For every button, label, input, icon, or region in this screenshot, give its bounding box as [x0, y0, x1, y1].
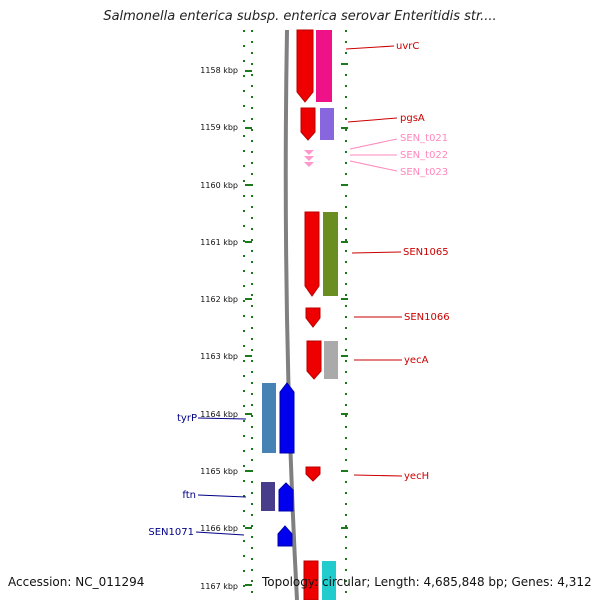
- cog-block-uvrC: [316, 30, 332, 102]
- ruler-label: 1165 kbp: [200, 467, 238, 476]
- cog-block-ftn: [261, 482, 275, 511]
- ruler-label: 1166 kbp: [200, 524, 238, 533]
- gene-label-tyrP[interactable]: tyrP: [177, 413, 197, 424]
- gene-SEN1065-forward[interactable]: [304, 211, 320, 297]
- gene-yecA-forward[interactable]: [306, 340, 322, 380]
- ruler-tick: [245, 470, 252, 472]
- ruler-tick: [245, 298, 252, 300]
- ruler-ticks: [245, 70, 252, 586]
- cog-block-bottom: [322, 561, 336, 600]
- ruler-label: 1162 kbp: [200, 295, 238, 304]
- map-title: Salmonella enterica subsp. enterica sero…: [103, 9, 497, 24]
- ruler-tick: [245, 527, 252, 529]
- leader-ftn: [197, 494, 247, 498]
- ruler-label: 1159 kbp: [200, 123, 238, 132]
- ruler-tick: [245, 241, 252, 243]
- ruler-label: 1160 kbp: [200, 181, 238, 190]
- ruler-tick: [245, 355, 252, 357]
- ruler-tick: [245, 127, 252, 129]
- gene-ftn-reverse[interactable]: [278, 482, 294, 512]
- gene-pgsA-forward[interactable]: [300, 107, 316, 141]
- cog-block-pgsA: [320, 108, 334, 140]
- ruler-tick: [245, 70, 252, 72]
- cog-block-SEN1065: [323, 212, 338, 296]
- ruler-label: 1167 kbp: [200, 582, 238, 591]
- cog-block-yecA: [324, 341, 338, 379]
- gene-yecH-forward[interactable]: [305, 466, 321, 482]
- gene-label-SEN1071[interactable]: SEN1071: [148, 527, 194, 538]
- gene-SEN1071-reverse[interactable]: [277, 525, 293, 547]
- leader-pgsA: [347, 117, 398, 123]
- leader-uvrC: [345, 45, 395, 50]
- leader-SEN_t021: [349, 138, 398, 150]
- gene-bottom-forward[interactable]: [303, 560, 319, 600]
- gene-tyrP-reverse[interactable]: [279, 382, 295, 454]
- gene-label-yecH[interactable]: yecH: [404, 471, 429, 482]
- gene-label-SEN1066[interactable]: SEN1066: [404, 312, 450, 323]
- leader-yecH: [353, 474, 403, 477]
- leader-SEN1065: [351, 251, 402, 254]
- ruler-label: 1163 kbp: [200, 352, 238, 361]
- right-ruler-ticks: [341, 63, 348, 529]
- gene-label-yecA[interactable]: yecA: [404, 355, 429, 366]
- accession-text: Accession: NC_011294: [8, 575, 145, 589]
- topology-text: Topology: circular; Length: 4,685,848 bp…: [262, 575, 592, 589]
- gene-label-SEN_t022[interactable]: SEN_t022: [400, 150, 448, 161]
- ruler-label: 1158 kbp: [200, 66, 238, 75]
- gene-label-ftn[interactable]: ftn: [182, 490, 196, 501]
- genome-backbone: [283, 29, 299, 600]
- gene-uvrC-forward[interactable]: [296, 29, 314, 103]
- cog-block-tyrP: [262, 383, 276, 453]
- ruler-label: 1164 kbp: [200, 410, 238, 419]
- gene-label-uvrC[interactable]: uvrC: [396, 41, 419, 52]
- ruler-tick: [245, 413, 252, 415]
- gene-label-SEN_t023[interactable]: SEN_t023: [400, 167, 448, 178]
- leader-tyrP: [197, 417, 247, 420]
- gene-SEN_t023[interactable]: [304, 162, 314, 167]
- gene-SEN_t021[interactable]: [304, 150, 314, 155]
- ruler-label: 1161 kbp: [200, 238, 238, 247]
- gene-label-pgsA[interactable]: pgsA: [400, 113, 425, 124]
- leader-SEN1071: [195, 531, 245, 536]
- gene-label-SEN1065[interactable]: SEN1065: [403, 247, 449, 258]
- gene-SEN_t022[interactable]: [304, 156, 314, 161]
- gene-label-SEN_t021[interactable]: SEN_t021: [400, 133, 448, 144]
- ruler-tick: [245, 184, 252, 186]
- ruler-tick: [245, 584, 252, 586]
- leader-SEN_t023: [349, 160, 398, 172]
- gene-SEN1066-forward[interactable]: [305, 307, 321, 328]
